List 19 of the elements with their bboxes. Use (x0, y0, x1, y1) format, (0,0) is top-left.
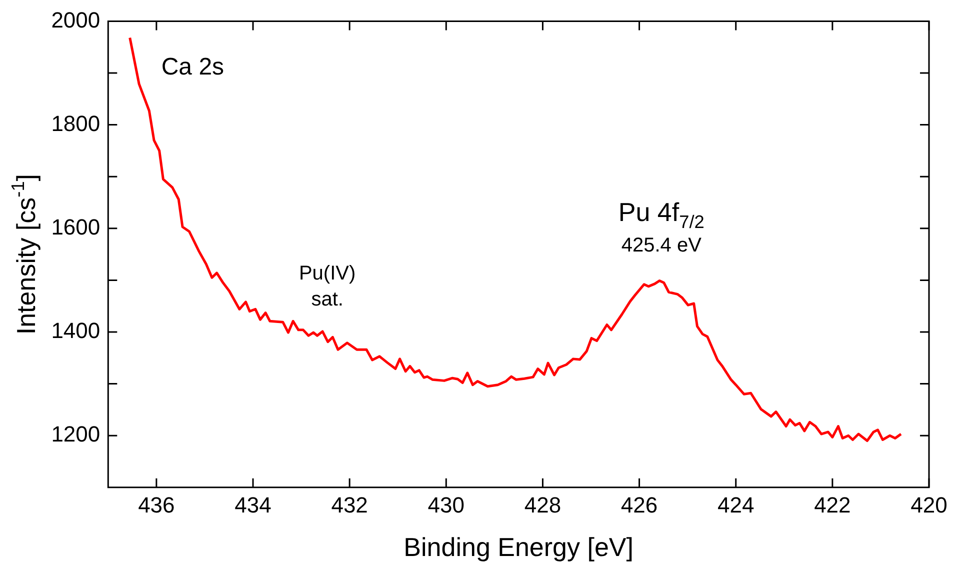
y-axis-title: Intensity [cs-1] (8, 174, 42, 335)
x-tick-label: 426 (620, 492, 658, 518)
x-tick-label: 430 (428, 492, 464, 518)
y-tick-label: 1800 (51, 110, 100, 136)
x-tick-label: 428 (524, 492, 562, 518)
y-tick-label: 1400 (51, 318, 100, 344)
x-axis-title: Binding Energy [eV] (404, 532, 634, 562)
x-tick-label: 420 (910, 492, 948, 518)
annotation: Pu(IV) sat. (298, 262, 356, 310)
annotation: Ca 2s (161, 53, 224, 80)
y-tick-label: 2000 (51, 7, 100, 32)
x-tick-label: 436 (138, 492, 175, 518)
x-tick-label: 424 (717, 492, 754, 518)
annotation: 425.4 eV (621, 234, 702, 256)
x-tick-label: 434 (234, 492, 272, 518)
x-tick-label: 422 (814, 492, 851, 518)
x-tick-label: 432 (331, 492, 368, 518)
y-tick-label: 1600 (51, 214, 100, 240)
y-tick-label: 1200 (51, 422, 100, 447)
